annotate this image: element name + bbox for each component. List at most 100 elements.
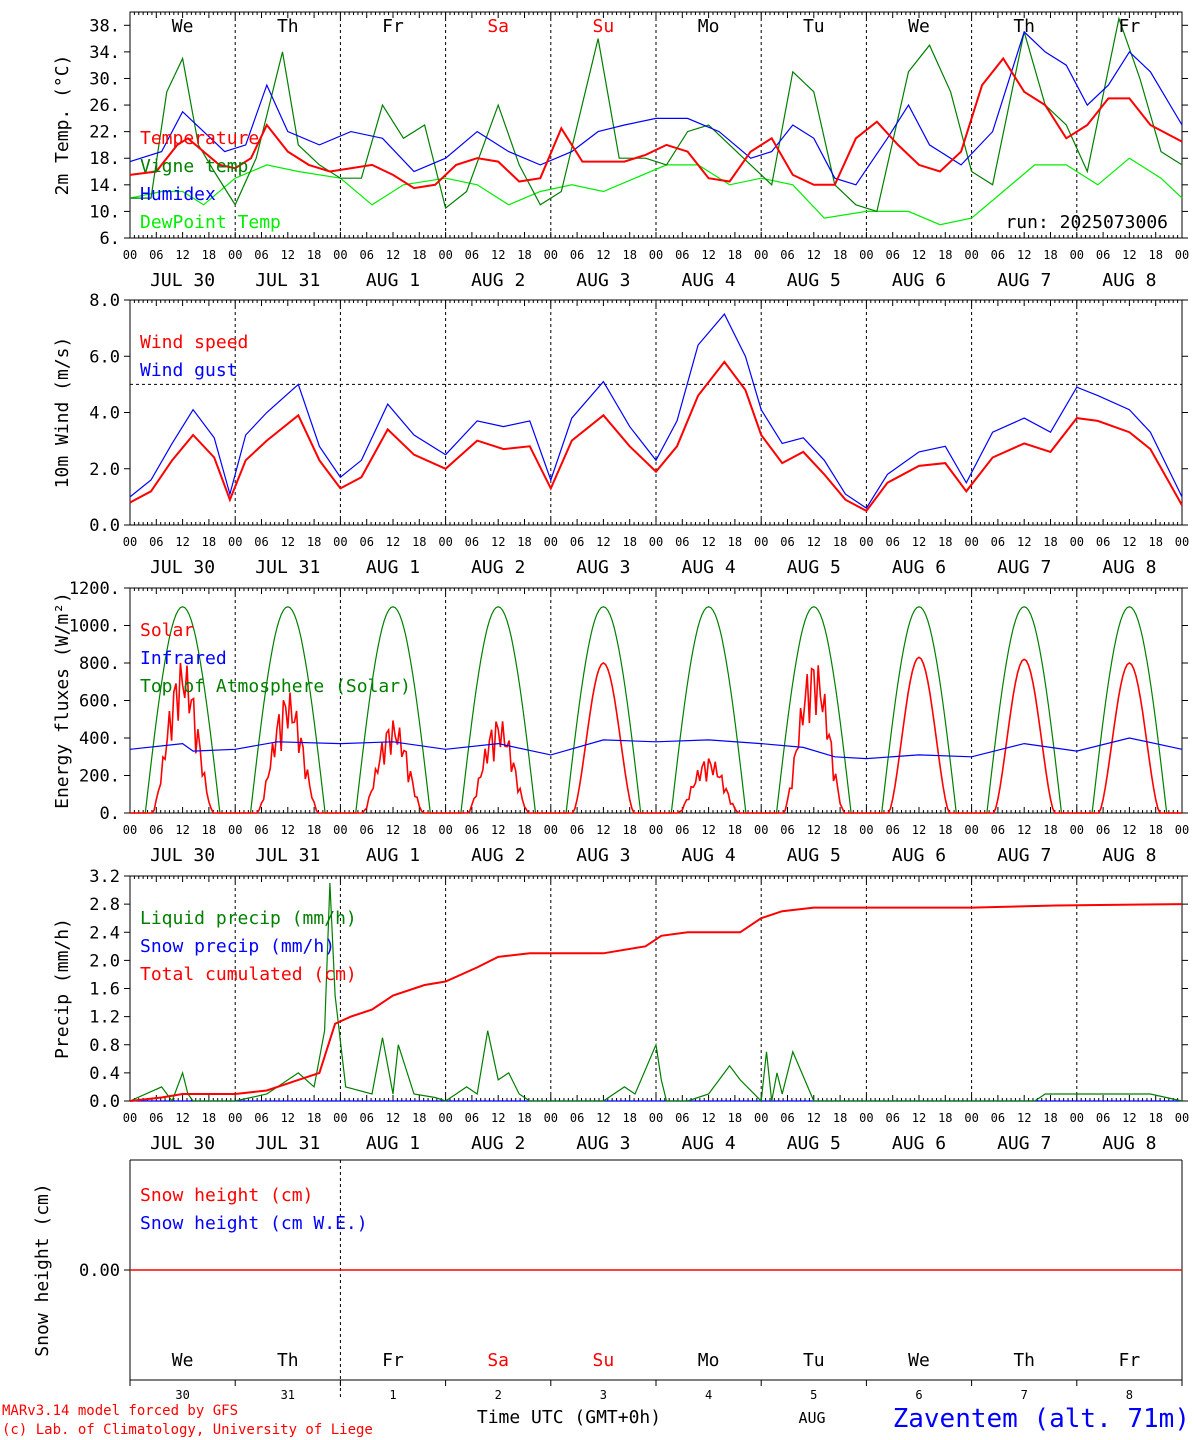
hour-label: 12 [281,1111,295,1125]
solar-curve [1076,662,1182,814]
weekday-label: Mo [698,16,720,37]
y-tick-label: 18. [89,149,120,169]
hour-label: 00 [228,248,242,262]
hour-label: 06 [780,1111,794,1125]
legend-entry: Infrared [140,648,227,669]
date-label: AUG 3 [576,1133,630,1154]
y-axis-title: 10m Wind (m/s) [52,337,73,489]
hour-label: 12 [386,535,400,549]
hour-label: 00 [1175,823,1189,837]
hour-label: 18 [307,1111,321,1125]
series-line [129,737,1183,760]
date-label: AUG 5 [787,845,841,866]
hour-label: 00 [438,248,452,262]
hour-label: 18 [202,248,216,262]
hour-label: 00 [754,535,768,549]
hour-label: 06 [780,535,794,549]
hour-label: 12 [807,248,821,262]
hour-label: 00 [964,248,978,262]
hour-label: 12 [175,1111,189,1125]
date-label: AUG 4 [682,270,736,291]
y-tick-label: 2.8 [89,895,120,915]
y-tick-label: 1200. [69,579,120,599]
hour-label: 12 [175,823,189,837]
y-tick-label: 6.0 [89,347,120,367]
hour-label: 12 [912,1111,926,1125]
date-label: AUG 5 [787,1133,841,1154]
hour-label: 18 [728,248,742,262]
hour-label: 00 [123,1111,137,1125]
day-number: 1 [389,1388,396,1402]
day-number: 31 [281,1388,295,1402]
hour-label: 12 [596,248,610,262]
hour-label: 00 [123,823,137,837]
legend-entry: Snow precip (mm/h) [140,936,335,957]
hour-label: 18 [412,248,426,262]
hour-label: 18 [307,823,321,837]
hour-label: 00 [544,248,558,262]
hour-label: 18 [202,1111,216,1125]
date-label: AUG 4 [682,845,736,866]
hour-label: 00 [544,535,558,549]
weekday-label: We [908,1350,930,1371]
solar-curve [866,656,972,814]
hour-label: 06 [359,1111,373,1125]
toa-solar-curve [130,606,236,814]
hour-label: 00 [1175,535,1189,549]
series-line [130,16,1183,213]
hour-label: 12 [491,535,505,549]
hour-label: 00 [859,248,873,262]
weekday-label: Fr [382,16,404,37]
hour-label: 00 [228,823,242,837]
hour-label: 06 [465,823,479,837]
y-tick-label: 8.0 [89,291,120,311]
hour-label: 18 [517,1111,531,1125]
hour-label: 18 [412,1111,426,1125]
hour-label: 12 [281,248,295,262]
hour-label: 06 [570,535,584,549]
hour-label: 00 [859,1111,873,1125]
legend-entry: Humidex [140,184,216,205]
date-label: JUL 30 [150,557,215,578]
hour-label: 00 [438,535,452,549]
y-axis-title: 2m Temp. (°C) [52,55,73,196]
hour-label: 00 [123,248,137,262]
hour-label: 00 [964,823,978,837]
date-label: AUG 8 [1102,270,1156,291]
solar-curve [445,721,551,814]
hour-label: 06 [991,823,1005,837]
series-line [129,30,1183,186]
hour-label: 18 [202,535,216,549]
hour-label: 06 [570,1111,584,1125]
hour-label: 06 [991,1111,1005,1125]
hour-label: 00 [1175,248,1189,262]
weekday-label: Fr [382,1350,404,1371]
hour-label: 00 [649,1111,663,1125]
y-tick-label: 0. [100,804,120,824]
hour-label: 06 [991,535,1005,549]
hour-label: 06 [991,248,1005,262]
hour-label: 06 [359,248,373,262]
hour-label: 18 [938,535,952,549]
hour-label: 12 [386,1111,400,1125]
date-label: AUG 8 [1102,557,1156,578]
hour-label: 12 [1122,1111,1136,1125]
y-tick-label: 2.0 [89,951,120,971]
hour-label: 18 [728,535,742,549]
solar-curve [130,662,236,814]
date-label: AUG 4 [682,1133,736,1154]
weekday-label: Th [277,1350,299,1371]
hour-label: 12 [1122,535,1136,549]
y-tick-label: 26. [89,96,120,116]
day-number: 2 [495,1388,502,1402]
hour-label: 12 [281,823,295,837]
y-tick-label: 1.6 [89,980,120,1000]
hour-label: 18 [412,823,426,837]
weekday-label: We [172,16,194,37]
hour-label: 00 [228,535,242,549]
weekday-label: Mo [698,1350,720,1371]
y-tick-label: 30. [89,69,120,89]
date-label: JUL 30 [150,845,215,866]
toa-solar-curve [866,606,972,814]
date-label: AUG 7 [997,557,1051,578]
